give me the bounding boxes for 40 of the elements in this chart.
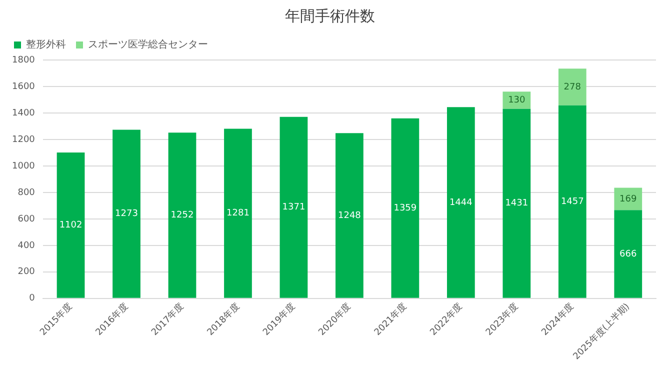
data-label: 169 — [620, 194, 637, 204]
y-tick-label: 400 — [18, 240, 36, 251]
y-tick-label: 600 — [18, 214, 36, 224]
legend-label: スポーツ医学総合センター — [88, 38, 208, 51]
bar — [558, 105, 586, 298]
data-label: 1273 — [115, 209, 138, 220]
bar — [391, 118, 420, 298]
y-tick-label: 1600 — [12, 82, 36, 92]
bar — [56, 152, 85, 298]
data-label: 1281 — [226, 208, 250, 219]
legend-label: 整形外科 — [26, 38, 66, 51]
y-tick-label: 1000 — [12, 161, 36, 172]
y-tick-label: 800 — [18, 188, 36, 198]
y-tick-label: 0 — [29, 294, 36, 304]
data-label: 1359 — [394, 203, 417, 214]
data-label: 1431 — [505, 198, 528, 209]
bar — [336, 133, 364, 298]
bar — [614, 210, 642, 298]
bar — [502, 108, 531, 298]
y-tick-label: 1800 — [12, 55, 36, 66]
data-label: 666 — [620, 249, 637, 260]
bar — [168, 132, 196, 298]
bar — [446, 107, 475, 298]
y-tick-label: 1400 — [12, 108, 36, 118]
data-label: 1248 — [338, 210, 362, 221]
chart-title: 年間手術件数 — [285, 6, 375, 25]
data-label: 278 — [564, 82, 582, 92]
data-label: 1102 — [59, 220, 82, 231]
bar — [502, 92, 531, 109]
bar — [224, 128, 252, 298]
data-label: 1252 — [170, 210, 194, 221]
data-label: 1371 — [282, 202, 306, 213]
y-tick-label: 200 — [18, 267, 36, 278]
bar — [558, 68, 586, 106]
data-label: 1457 — [560, 196, 584, 207]
bar — [112, 130, 140, 298]
y-tick-label: 1200 — [12, 134, 36, 145]
data-label: 1444 — [449, 198, 473, 208]
data-label: 130 — [508, 96, 526, 106]
bar — [280, 116, 308, 298]
